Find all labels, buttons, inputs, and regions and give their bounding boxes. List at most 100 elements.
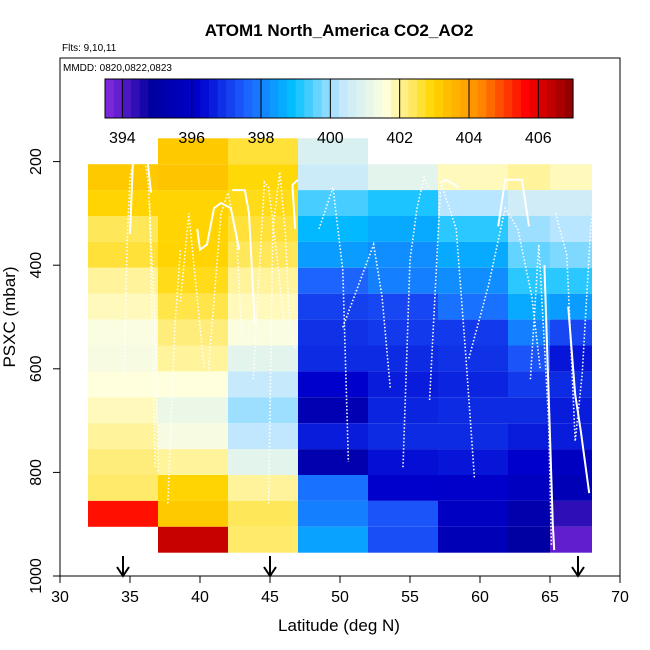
colorbar-swatch bbox=[113, 79, 123, 118]
heatmap-cell bbox=[550, 371, 592, 398]
colorbar-swatch bbox=[443, 79, 453, 118]
colorbar-swatch bbox=[148, 79, 158, 118]
heatmap-cell bbox=[550, 216, 592, 242]
y-tick-label: 600 bbox=[28, 355, 45, 382]
heatmap-cell bbox=[88, 397, 158, 424]
colorbar-tick-label: 394 bbox=[109, 130, 136, 147]
heatmap-cell bbox=[298, 500, 368, 527]
flight-track-segment bbox=[543, 265, 556, 551]
x-tick-label: 30 bbox=[51, 589, 69, 606]
heatmap-cell bbox=[158, 138, 228, 165]
heatmap-cell bbox=[228, 293, 298, 320]
colorbar-swatch bbox=[209, 79, 219, 118]
heatmap-cell bbox=[438, 371, 508, 398]
flight-track bbox=[529, 244, 553, 545]
colorbar-swatch bbox=[347, 79, 357, 118]
heatmap-cell bbox=[158, 164, 228, 191]
x-tick-label: 70 bbox=[611, 589, 629, 606]
heatmap-cell bbox=[228, 371, 298, 398]
heatmap-cell bbox=[158, 475, 228, 501]
heatmap-cell bbox=[368, 319, 438, 346]
heatmap-cell bbox=[228, 475, 298, 501]
colorbar-swatch bbox=[365, 79, 375, 118]
heatmap-cell bbox=[88, 423, 158, 450]
heatmap-cell bbox=[508, 397, 550, 424]
colorbar-swatch bbox=[174, 79, 184, 118]
heatmap-cell bbox=[550, 423, 592, 450]
heatmap-cell bbox=[158, 345, 228, 372]
heatmap-cell bbox=[228, 164, 298, 191]
date-annotation: MMDD: 0820,0822,0823 bbox=[63, 63, 172, 74]
heatmap-cell bbox=[438, 423, 508, 450]
heatmap-cell bbox=[550, 267, 592, 294]
flight-track bbox=[342, 241, 392, 390]
flight-track bbox=[402, 174, 429, 468]
heatmap-cell bbox=[508, 190, 550, 216]
heatmap-cell bbox=[228, 138, 298, 165]
heatmap-cell bbox=[550, 475, 592, 501]
flight-paths bbox=[123, 152, 597, 551]
heatmap-cell bbox=[298, 449, 368, 475]
heatmap-cell bbox=[438, 475, 508, 501]
y-axis: 200 400 600 800 1000 bbox=[28, 148, 60, 594]
heatmap-cell bbox=[508, 293, 550, 320]
heatmap-cell bbox=[88, 216, 158, 242]
colorbar-tick-label: 404 bbox=[456, 130, 483, 147]
x-axis: 30 35 40 45 50 55 60 65 70 bbox=[51, 575, 629, 606]
heatmap-cell bbox=[368, 216, 438, 242]
colorbar-swatch bbox=[555, 79, 565, 118]
heatmap-cell bbox=[438, 319, 508, 346]
heatmap-cell bbox=[438, 216, 508, 242]
heatmap-cell bbox=[88, 241, 158, 268]
heatmap-cell bbox=[88, 319, 158, 346]
colorbar-swatch bbox=[139, 79, 149, 118]
heatmap-cell bbox=[158, 293, 228, 320]
colorbar-swatch bbox=[521, 79, 531, 118]
heatmap-cell bbox=[88, 449, 158, 475]
flight-track bbox=[554, 182, 597, 442]
colorbar-swatch bbox=[356, 79, 366, 118]
heatmap-cell bbox=[88, 293, 158, 320]
heatmap-cell bbox=[88, 500, 158, 527]
heatmap-cell bbox=[550, 164, 592, 191]
colorbar-swatch bbox=[226, 79, 236, 118]
heatmap-cell bbox=[298, 319, 368, 346]
heatmap-cell bbox=[228, 397, 298, 424]
colorbar-swatch bbox=[417, 79, 427, 118]
colorbar-swatch bbox=[408, 79, 418, 118]
heatmap-cell bbox=[508, 500, 550, 527]
heatmap-cell bbox=[228, 319, 298, 346]
colorbar-swatch bbox=[122, 79, 132, 118]
heatmap-cell bbox=[158, 216, 228, 242]
colorbar-swatch bbox=[304, 79, 314, 118]
colorbar-tick-label: 398 bbox=[248, 130, 275, 147]
flight-track bbox=[428, 182, 476, 478]
colorbar-swatch bbox=[425, 79, 435, 118]
colorbar-swatch bbox=[399, 79, 409, 118]
colorbar-tick-label: 406 bbox=[525, 130, 552, 147]
heatmap-cell bbox=[158, 423, 228, 450]
x-tick-label: 60 bbox=[471, 589, 489, 606]
heatmap-cell bbox=[298, 293, 368, 320]
colorbar-swatch bbox=[391, 79, 401, 118]
x-axis-label: Latitude (deg N) bbox=[278, 616, 400, 635]
heatmap-cell bbox=[550, 397, 592, 424]
colorbar-swatch bbox=[278, 79, 288, 118]
heatmap-cell bbox=[158, 319, 228, 346]
x-tick-label: 65 bbox=[541, 589, 559, 606]
flights-annotation: Flts: 9,10,11 bbox=[62, 43, 117, 54]
heatmap-cell bbox=[368, 267, 438, 294]
colorbar-swatch bbox=[373, 79, 383, 118]
heatmap-cell bbox=[158, 267, 228, 294]
heatmap-cell bbox=[550, 293, 592, 320]
colorbar-swatch bbox=[330, 79, 340, 118]
colorbar-swatch bbox=[547, 79, 557, 118]
heatmap-cells bbox=[88, 138, 592, 553]
heatmap-cell bbox=[298, 267, 368, 294]
heatmap-cell bbox=[88, 190, 158, 216]
flight-track bbox=[148, 202, 156, 468]
heatmap-cell bbox=[438, 267, 508, 294]
heatmap-cell bbox=[368, 241, 438, 268]
colorbar-swatch bbox=[235, 79, 245, 118]
